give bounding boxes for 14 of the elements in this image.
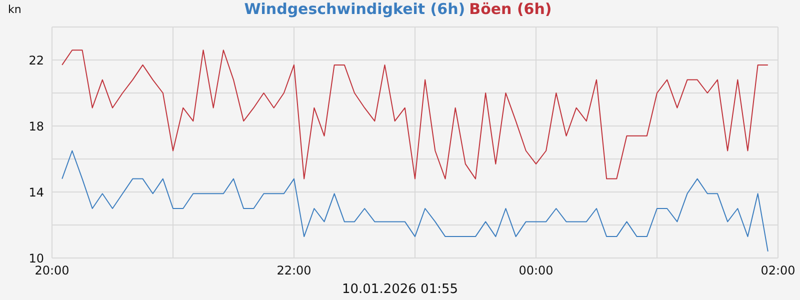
x-tick-label: 20:00 <box>34 264 70 278</box>
y-axis-title: kn <box>8 3 22 16</box>
text: Böen (6h) <box>469 0 552 18</box>
x-tick-label: 02:00 <box>760 264 796 278</box>
y-tick-label: 18 <box>28 119 44 134</box>
line-series <box>62 50 768 180</box>
x-tick-label: 22:00 <box>276 264 312 278</box>
x-axis-title: 10.01.2026 01:55 <box>340 282 460 297</box>
line-series <box>62 150 768 252</box>
text: Windgeschwindigkeit (6h) <box>244 0 466 18</box>
x-tick-label: 00:00 <box>518 264 554 278</box>
y-tick-label: 14 <box>28 185 44 200</box>
y-tick-label: 10 <box>28 251 44 266</box>
y-tick-label: 22 <box>28 53 44 68</box>
